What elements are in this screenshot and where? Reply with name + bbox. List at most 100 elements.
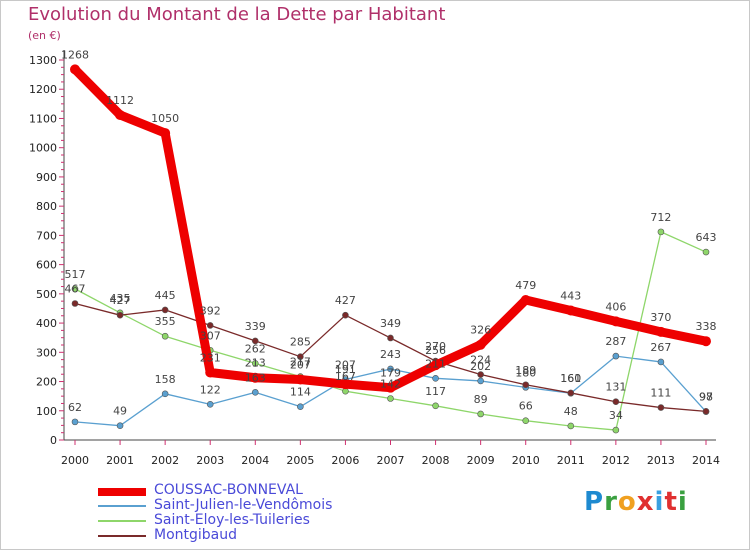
data-label: 213 <box>245 357 266 370</box>
data-label: 217 <box>290 356 311 369</box>
y-tick-label: 700 <box>36 229 57 242</box>
data-label: 326 <box>470 324 491 337</box>
data-label: 349 <box>380 317 401 330</box>
x-tick-label: 2012 <box>602 454 630 467</box>
data-label: 163 <box>245 371 266 384</box>
data-label: 355 <box>155 315 176 328</box>
x-tick-label: 2011 <box>557 454 585 467</box>
data-label: 207 <box>290 358 311 371</box>
y-tick-label: 500 <box>36 288 57 301</box>
data-label: 98 <box>699 390 713 403</box>
data-label: 122 <box>200 383 221 396</box>
data-label: 435 <box>110 292 131 305</box>
legend-label: Montgibaud <box>154 527 238 543</box>
x-tick-label: 2003 <box>196 454 224 467</box>
data-label: 167 <box>335 370 356 383</box>
x-tick-label: 2007 <box>377 454 405 467</box>
data-point <box>206 322 214 329</box>
x-tick-label: 2000 <box>61 454 89 467</box>
data-point <box>251 389 259 396</box>
data-point <box>71 300 79 307</box>
y-tick-label: 900 <box>36 171 57 184</box>
data-label: 270 <box>425 340 446 353</box>
y-tick-label: 400 <box>36 317 57 330</box>
data-label: 712 <box>650 211 671 224</box>
data-label: 479 <box>515 279 536 292</box>
data-point <box>610 316 621 327</box>
data-point <box>702 408 710 415</box>
data-point <box>297 403 304 410</box>
data-label: 1268 <box>61 48 89 61</box>
data-label: 142 <box>380 377 401 390</box>
y-tick-label: 1100 <box>29 112 57 125</box>
data-label: 179 <box>380 367 401 380</box>
legend-swatch <box>98 520 146 522</box>
brand-letter: x <box>636 487 655 517</box>
data-label: 207 <box>335 358 356 371</box>
data-label: 643 <box>696 231 717 244</box>
data-label: 443 <box>560 290 581 303</box>
data-point <box>160 128 171 139</box>
data-point <box>161 332 169 340</box>
data-point <box>387 365 394 373</box>
data-point <box>612 352 620 360</box>
x-tick-label: 2010 <box>512 454 540 467</box>
data-point <box>567 389 575 397</box>
data-point <box>612 398 620 406</box>
data-point <box>206 401 214 408</box>
data-point <box>116 422 124 429</box>
y-tick-label: 1200 <box>29 83 57 96</box>
data-label: 160 <box>560 372 581 385</box>
data-point <box>251 337 259 345</box>
data-point <box>657 228 665 236</box>
data-point <box>71 418 79 426</box>
data-label: 34 <box>609 409 623 422</box>
data-label: 467 <box>65 282 86 295</box>
data-label: 370 <box>650 311 671 324</box>
data-label: 285 <box>290 336 311 349</box>
x-tick-label: 2004 <box>241 454 269 467</box>
brand-letter: i <box>654 487 665 517</box>
data-label: 62 <box>68 401 82 414</box>
data-point <box>387 395 394 402</box>
data-point <box>297 353 304 360</box>
data-label: 338 <box>696 320 717 333</box>
data-point <box>161 390 169 398</box>
data-label: 287 <box>605 335 626 348</box>
data-point <box>475 339 486 350</box>
data-point <box>567 422 575 430</box>
data-label: 97 <box>699 391 713 404</box>
data-point <box>432 375 439 382</box>
data-point <box>295 374 306 385</box>
x-tick-label: 2002 <box>151 454 179 467</box>
data-label: 180 <box>515 366 536 379</box>
data-label: 158 <box>155 373 176 386</box>
data-label: 307 <box>200 329 221 342</box>
data-point <box>522 381 530 389</box>
data-point <box>477 377 484 385</box>
data-point <box>477 410 484 418</box>
data-point <box>340 379 351 390</box>
data-label: 191 <box>335 363 356 376</box>
data-label: 267 <box>650 341 671 354</box>
chart-title: Evolution du Montant de la Dette par Hab… <box>28 4 446 25</box>
brand-letter: i <box>677 487 688 517</box>
data-label: 224 <box>470 354 491 367</box>
data-point <box>251 360 259 367</box>
data-label: 256 <box>425 344 446 357</box>
data-point <box>116 311 124 319</box>
y-tick-label: 1000 <box>29 142 57 155</box>
data-point <box>565 305 576 316</box>
data-point <box>522 417 530 425</box>
data-point <box>342 311 349 319</box>
data-label: 49 <box>113 405 127 418</box>
data-point <box>161 306 169 314</box>
y-tick-label: 1300 <box>29 54 57 67</box>
data-label: 161 <box>560 372 581 385</box>
data-label: 445 <box>155 289 176 302</box>
data-point <box>612 426 620 434</box>
data-label: 131 <box>605 381 626 394</box>
data-label: 117 <box>425 385 446 398</box>
